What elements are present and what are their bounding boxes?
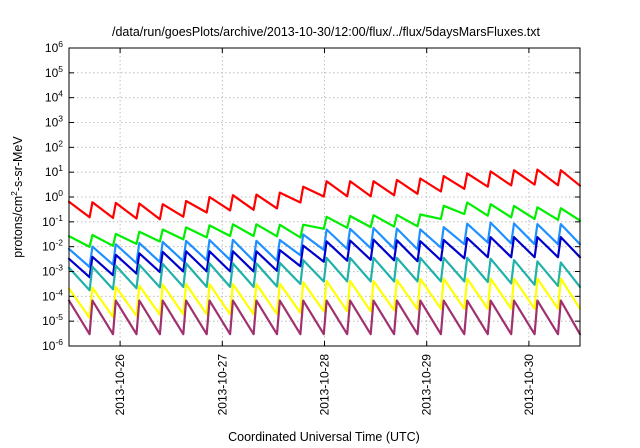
y-tick-label-base: 10 [42, 339, 56, 353]
y-tick-label: 100 [45, 188, 63, 204]
y-tick-label-base: 10 [45, 41, 59, 55]
series-lines [67, 168, 582, 336]
y-tick-label-base: 10 [45, 91, 59, 105]
series-line-4 [67, 236, 582, 279]
y-tick-label: 103 [45, 114, 63, 130]
y-axis-label-base: protons/cm [11, 196, 25, 258]
y-tick-label-exp: -3 [55, 263, 63, 273]
y-tick-label-base: 10 [42, 265, 56, 279]
y-tick-label-exp: 2 [58, 138, 63, 148]
y-axis-label: protons/cm2-s-sr-MeV [9, 136, 25, 258]
y-tick-label-exp: -1 [55, 213, 63, 223]
series-line-3 [67, 221, 582, 269]
y-tick-label-exp: -6 [55, 337, 63, 347]
chart-title: /data/run/goesPlots/archive/2013-10-30/1… [112, 25, 541, 39]
y-tick-label-base: 10 [42, 215, 56, 229]
y-tick-label: 10-2 [42, 238, 63, 254]
y-tick-label-base: 10 [42, 289, 56, 303]
y-axis-label-rest: -s-sr-MeV [11, 136, 25, 192]
y-tick-label: 10-4 [42, 287, 63, 303]
series-line-7 [67, 299, 582, 336]
y-tick-label: 101 [45, 163, 63, 179]
series-line-6 [67, 277, 582, 319]
x-axis-label: Coordinated Universal Time (UTC) [228, 430, 420, 444]
x-tick-labels: 2013-10-26 2013-10-27 2013-10-28 2013-10-29… [113, 354, 536, 416]
x-tick-label: 2013-10-26 [113, 354, 127, 416]
series-line-2 [67, 201, 582, 248]
y-tick-label-base: 10 [45, 140, 59, 154]
y-tick-label-base: 10 [45, 190, 59, 204]
y-tick-label: 105 [45, 64, 63, 80]
y-tick-label: 102 [45, 138, 63, 154]
y-tick-label-exp: 5 [58, 64, 63, 74]
y-tick-label-exp: 1 [58, 163, 63, 173]
y-tick-label: 10-3 [42, 263, 63, 279]
y-tick-label-exp: -4 [55, 287, 63, 297]
y-tick-label-base: 10 [45, 165, 59, 179]
y-tick-label-exp: 6 [58, 39, 63, 49]
x-tick-label: 2013-10-30 [522, 354, 536, 416]
y-tick-label: 10-5 [42, 312, 63, 328]
y-tick-label: 106 [45, 39, 63, 55]
y-tick-label-base: 10 [42, 240, 56, 254]
y-tick-label-base: 10 [45, 66, 59, 80]
y-tick-label-exp: -5 [55, 312, 63, 322]
y-tick-label: 10-1 [42, 213, 63, 229]
plot-frame [68, 47, 581, 347]
y-tick-label-base: 10 [42, 314, 56, 328]
x-tick-label: 2013-10-27 [215, 354, 229, 416]
y-tick-label: 10-6 [42, 337, 63, 353]
y-tick-label-exp: 3 [58, 114, 63, 124]
y-tick-label-base: 10 [45, 116, 59, 130]
x-tick-label: 2013-10-28 [318, 354, 332, 416]
y-tick-label-exp: -2 [55, 238, 63, 248]
y-tick-labels: 10-610-510-410-310-210-11001011021031041… [42, 39, 63, 353]
y-tick-label-exp: 0 [58, 188, 63, 198]
series-line-5 [67, 256, 582, 292]
y-axis-label-exp: 2 [9, 191, 19, 196]
y-tick-label: 104 [45, 89, 63, 105]
y-tick-label-exp: 4 [58, 89, 63, 99]
x-tick-label: 2013-10-29 [420, 354, 434, 416]
series-line-1 [67, 168, 582, 221]
